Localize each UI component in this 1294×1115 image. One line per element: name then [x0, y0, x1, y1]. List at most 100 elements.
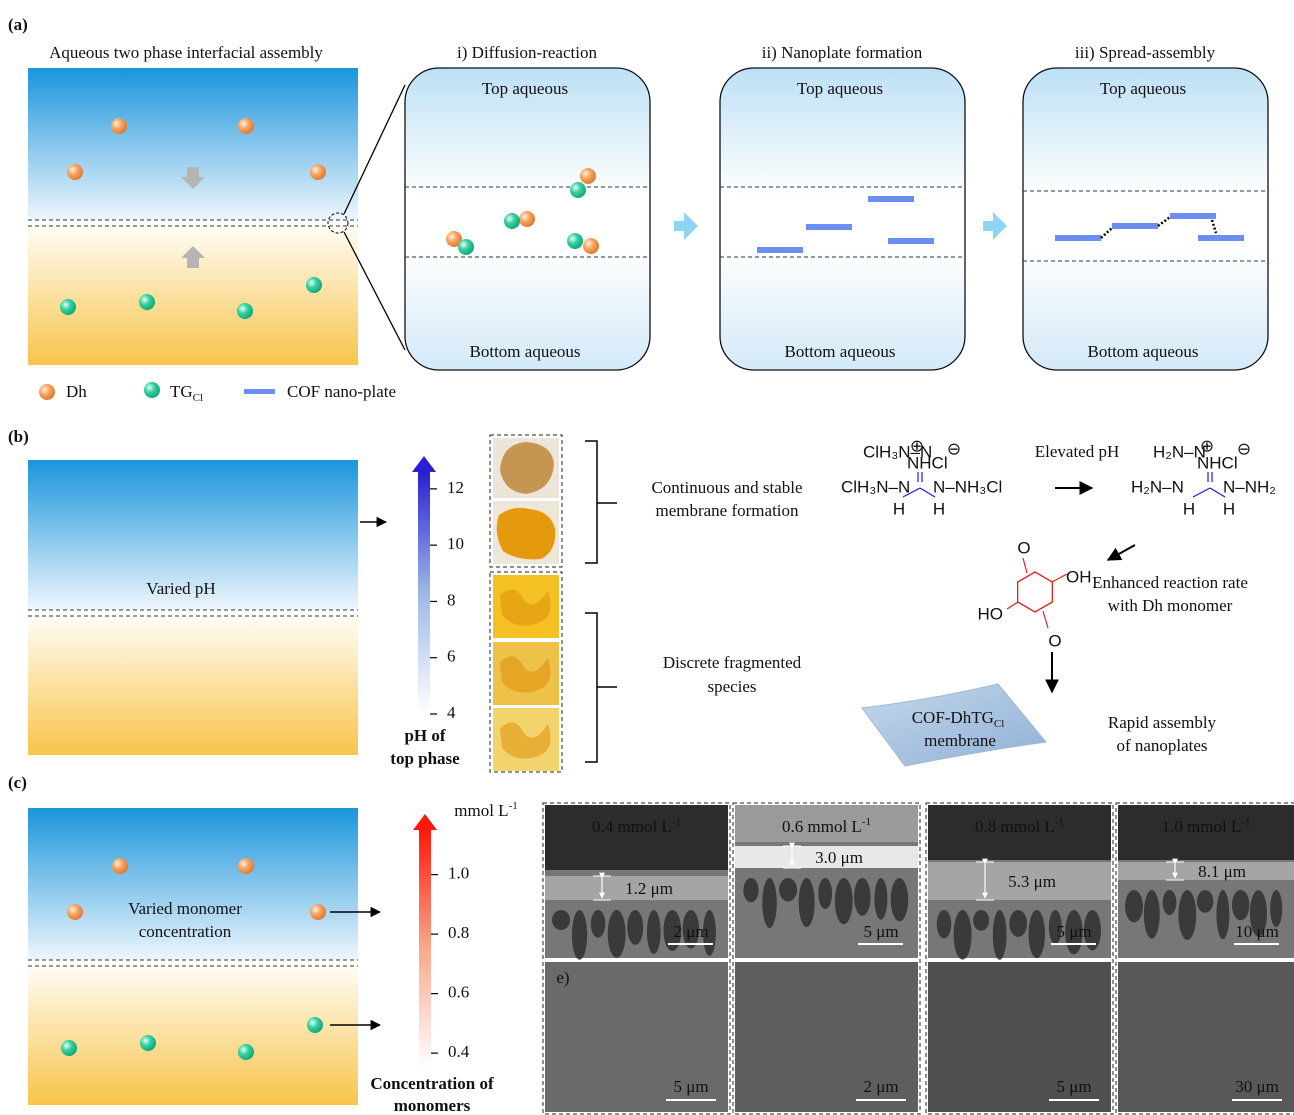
colorbar-tick-label: 6: [447, 647, 456, 666]
tg-monomer: [567, 233, 583, 249]
bottom-phase: [28, 616, 358, 755]
tg-monomer: [237, 303, 253, 319]
description: with Dh monomer: [1108, 596, 1233, 615]
colorbar-tick-label: 0.6: [448, 983, 469, 1002]
colorbar-tick-label: 0.8: [448, 923, 469, 942]
text-part: COF-DhTG: [912, 708, 994, 727]
sem-pore: [572, 910, 587, 960]
chem-atom: ⊖: [947, 439, 961, 458]
colorbar-tick-label: 1.0: [448, 864, 469, 883]
text-part: mmol L: [454, 801, 508, 820]
box-label: Varied monomer: [128, 899, 242, 918]
membrane-label: COF-DhTGCl: [912, 708, 1005, 730]
reaction-arrow: [1108, 545, 1135, 560]
sem-pore: [743, 878, 758, 902]
dh-monomer: [583, 238, 599, 254]
sem-pore: [1029, 910, 1046, 958]
description: Discrete fragmented: [663, 653, 802, 672]
nanoplate: [806, 224, 852, 230]
step-box: [1023, 68, 1268, 370]
sem-pore: [835, 878, 853, 924]
bracket: [585, 441, 617, 563]
tg-monomer: [60, 299, 76, 315]
tg-monomer: [140, 1035, 156, 1051]
legend-text: TGCl: [170, 382, 203, 404]
chem-atom: O: [1017, 538, 1030, 557]
dh-monomer: [111, 118, 127, 134]
sem-pore: [993, 910, 1007, 960]
chem-bond: [1193, 488, 1210, 497]
colorbar-title: pH of: [404, 726, 445, 745]
chem-bond: [1023, 558, 1027, 573]
dh-monomer: [67, 904, 83, 920]
colorbar: [419, 830, 431, 1068]
nanoplate: [1170, 213, 1216, 219]
sem-pore: [973, 910, 989, 931]
interface: [28, 220, 358, 226]
sem-background: [545, 805, 728, 870]
nanoplate: [868, 196, 914, 202]
colorbar-title: top phase: [390, 749, 460, 768]
colorbar-tick-label: 8: [447, 590, 456, 609]
step-title: iii) Spread-assembly: [1075, 43, 1216, 62]
scale-label: 5 μm: [863, 922, 898, 941]
description: Enhanced reaction rate: [1092, 573, 1248, 592]
chem-bond: [1052, 574, 1067, 582]
sem-pore: [937, 910, 951, 938]
sem-thickness: 1.2 μm: [625, 879, 673, 898]
tg-monomer: [458, 239, 474, 255]
scale-label: 5 μm: [1056, 1077, 1091, 1096]
text-part: 0.8 mmol L: [975, 817, 1055, 836]
colorbar-tick-label: 12: [447, 478, 464, 497]
sem-pore: [1009, 910, 1027, 937]
nanoplate: [888, 238, 934, 244]
chem-atom: H: [1223, 499, 1235, 518]
tg-monomer: [61, 1040, 77, 1056]
text-part: TG: [170, 382, 193, 401]
dh-monomer: [238, 118, 254, 134]
sem-pore: [1178, 890, 1196, 940]
sem-concentration: 0.8 mmol L-1: [975, 816, 1064, 836]
chem-atom: H: [893, 499, 905, 518]
sem-thickness: 8.1 μm: [1198, 862, 1246, 881]
step-arrow: [674, 212, 698, 240]
text-part: 0.6 mmol L: [782, 817, 862, 836]
interface: [28, 610, 358, 616]
colorbar-tick-label: 10: [447, 534, 464, 553]
nanoplate: [1055, 235, 1101, 241]
sem-concentration: 0.6 mmol L-1: [782, 816, 871, 836]
chem-atom: OH: [1066, 567, 1092, 586]
panel-label: (a): [8, 15, 28, 34]
interface: [28, 960, 358, 966]
panel-label: (b): [8, 427, 29, 446]
dh-monomer: [39, 384, 55, 400]
nanoplate: [1112, 223, 1158, 229]
scale-label: 30 μm: [1235, 1077, 1279, 1096]
phase-label: Bottom aqueous: [1088, 342, 1199, 361]
sem-pore: [762, 878, 776, 928]
supscript: -1: [862, 816, 871, 828]
sem-pore: [552, 910, 570, 930]
colorbar: [418, 472, 430, 714]
sem-concentration: 0.4 mmol L-1: [592, 816, 681, 836]
sem-pore: [608, 910, 626, 958]
chem-atom: NHCl: [907, 453, 948, 472]
tg-monomer: [144, 382, 160, 398]
chem-atom: N–NH₂: [1223, 477, 1276, 496]
chem-ring: [1018, 572, 1053, 612]
sem-pore: [1232, 890, 1249, 920]
chem-atom: O: [1048, 631, 1061, 650]
tg-monomer: [307, 1017, 323, 1033]
subscript: Cl: [994, 718, 1004, 730]
sem-pore: [1144, 890, 1160, 939]
supscript: -1: [509, 800, 518, 812]
colorbar-unit: mmol L-1: [454, 800, 517, 820]
sem-pore: [799, 878, 815, 927]
description: membrane formation: [655, 501, 799, 520]
subscript: Cl: [193, 392, 203, 404]
photo-membrane: [497, 508, 555, 559]
chem-bond: [1007, 602, 1018, 609]
step-title: ii) Nanoplate formation: [762, 43, 923, 62]
sem-thickness: 3.0 μm: [815, 848, 863, 867]
panel-label: (c): [8, 773, 27, 792]
